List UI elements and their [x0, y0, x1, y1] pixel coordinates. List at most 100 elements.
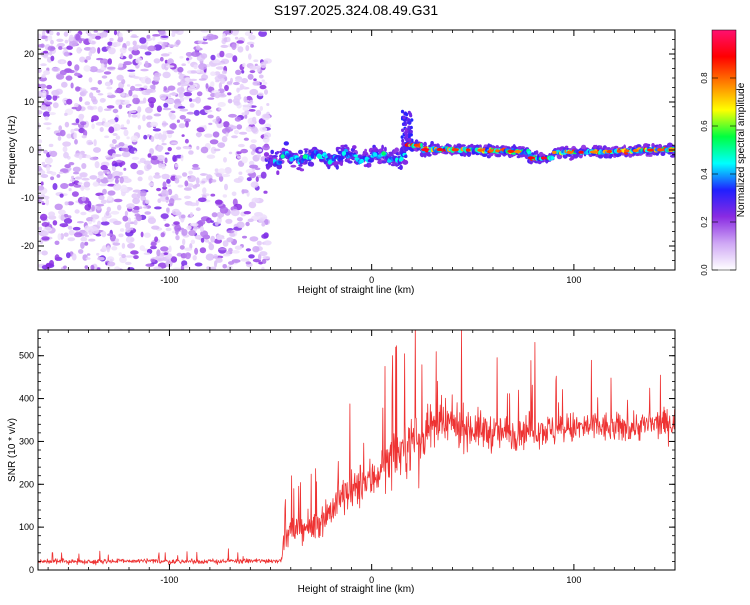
noise-blob [108, 118, 116, 125]
noise-blob [199, 226, 204, 232]
noise-blob [98, 195, 105, 201]
colorbar-ticks: 0.0 0.2 0.4 0.6 0.8 [700, 72, 736, 276]
signal-halo [272, 155, 278, 158]
signal-halo [621, 152, 625, 156]
noise-blob [126, 105, 131, 108]
noise-blob [74, 64, 80, 71]
noise-blob [99, 127, 104, 132]
noise-blob [90, 87, 99, 91]
noise-blob [107, 195, 113, 201]
noise-blob [218, 168, 226, 175]
noise-blob [40, 181, 44, 186]
noise-blob [84, 231, 88, 235]
noise-blob [97, 80, 103, 85]
noise-blob [104, 135, 110, 139]
noise-blob [120, 127, 128, 130]
noise-blob [127, 243, 136, 249]
noise-blob [167, 85, 176, 91]
noise-blob [253, 78, 257, 81]
signal-halo [483, 144, 489, 148]
noise-blob [195, 207, 201, 212]
noise-blob [52, 102, 59, 109]
noise-blob [235, 78, 243, 83]
noise-blob [57, 135, 62, 141]
noise-blob [71, 106, 77, 110]
noise-blob [128, 110, 137, 113]
noise-blob [227, 98, 233, 104]
noise-blob [86, 139, 93, 146]
noise-blob [132, 206, 141, 211]
noise-blob [234, 116, 242, 122]
noise-blob [221, 128, 231, 134]
noise-blob [99, 98, 106, 103]
signal-halo [597, 154, 604, 159]
noise-blob [259, 126, 268, 132]
noise-blob [154, 206, 162, 210]
noise-blob [151, 225, 160, 230]
noise-blob [179, 97, 185, 102]
snr-y-tick-label: 100 [19, 522, 34, 532]
burst-blob [409, 129, 413, 134]
noise-blob [143, 160, 151, 165]
noise-blob [119, 228, 125, 232]
signal-halo [647, 143, 651, 147]
noise-blob [241, 112, 246, 116]
noise-blob [64, 201, 69, 206]
noise-blob [111, 246, 118, 251]
noise-blob [43, 70, 51, 76]
noise-blob [174, 197, 182, 201]
noise-blob [52, 220, 58, 226]
signal-halo [470, 143, 474, 148]
signal-peak [552, 150, 557, 154]
noise-blob [58, 209, 66, 215]
signal-peak [657, 148, 665, 152]
signal-halo [670, 154, 675, 158]
noise-blob [177, 184, 184, 188]
noise-blob [162, 181, 167, 188]
noise-blob [210, 81, 215, 88]
noise-blob [231, 135, 238, 139]
noise-blob [244, 114, 248, 119]
signal-peak [289, 157, 294, 162]
noise-blob [200, 230, 209, 238]
noise-blob [261, 258, 267, 264]
noise-blob [107, 92, 113, 96]
noise-blob [203, 124, 207, 131]
noise-blob [128, 72, 136, 76]
noise-blob [73, 232, 83, 238]
noise-blob [196, 91, 203, 97]
signal-halo [460, 144, 466, 148]
noise-blob [210, 235, 216, 243]
signal-peak [327, 160, 332, 165]
noise-blob [222, 194, 227, 198]
noise-blob [112, 242, 121, 246]
noise-blob [120, 184, 128, 192]
noise-blob [221, 58, 230, 65]
noise-blob [126, 84, 131, 87]
noise-blob [150, 103, 154, 109]
noise-blob [161, 136, 165, 143]
noise-blob [121, 253, 126, 259]
noise-blob [117, 67, 125, 71]
noise-blob [188, 202, 198, 207]
noise-blob [143, 206, 148, 209]
noise-blob [84, 265, 89, 269]
noise-blob [123, 101, 130, 105]
noise-blob [144, 51, 152, 56]
noise-blob [72, 226, 81, 231]
signal-core [404, 154, 408, 159]
colorbar-gradient [711, 29, 737, 271]
signal-halo [347, 160, 353, 164]
noise-blob [168, 245, 172, 253]
noise-blob [38, 226, 43, 231]
noise-blob [45, 198, 49, 206]
noise-blob [170, 256, 178, 263]
signal-halo [384, 146, 387, 152]
noise-blob [166, 207, 170, 213]
noise-blob [214, 260, 217, 268]
noise-blob [132, 197, 141, 205]
noise-blob [186, 111, 195, 115]
signal-halo [276, 164, 282, 170]
